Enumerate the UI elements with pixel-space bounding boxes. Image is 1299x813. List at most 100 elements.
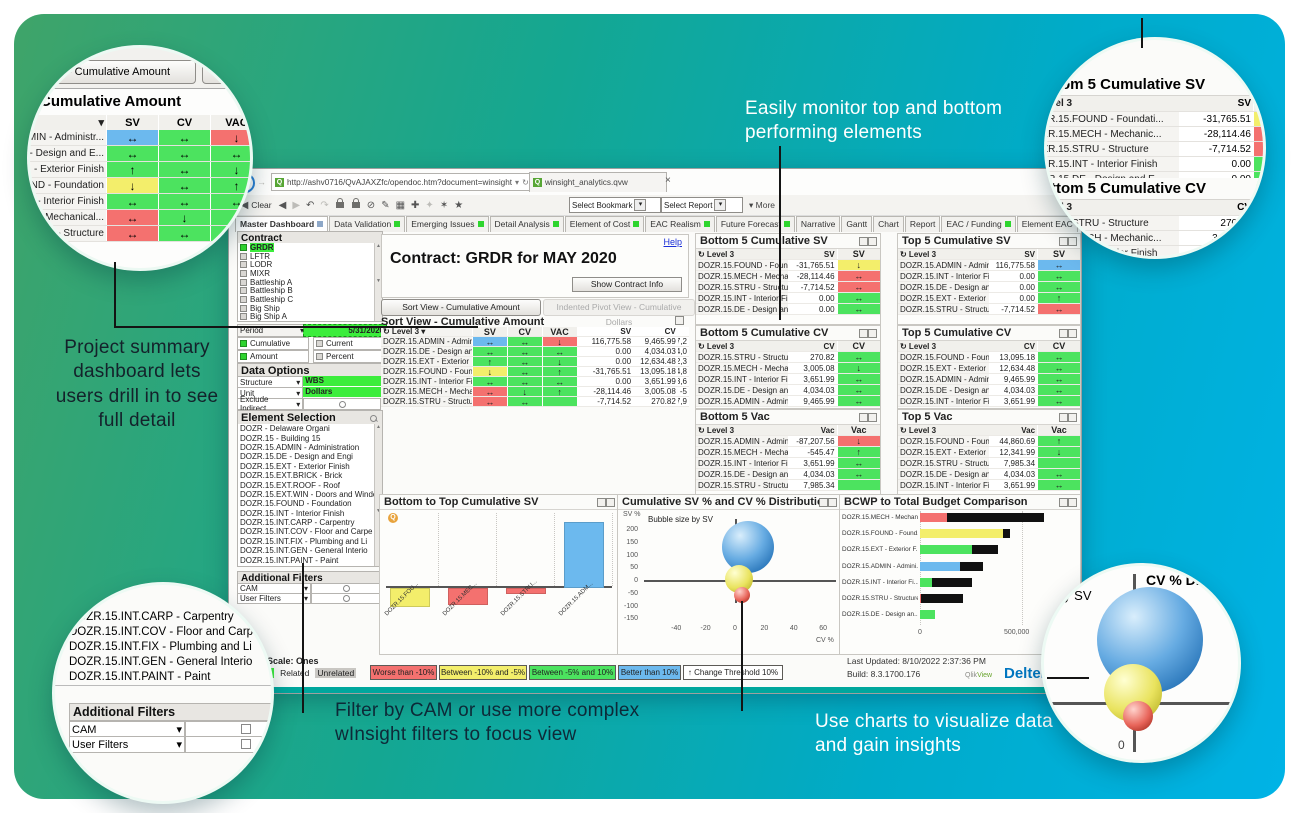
bcwp-bar[interactable] [920,545,973,555]
scrollbar[interactable]: ▲▼ [374,424,382,566]
browser-tab[interactable]: Q winsight_analytics.qvw [529,172,667,192]
element-label[interactable]: DOZR.15.INT.PAINT - Paint [69,671,211,683]
bar[interactable] [448,588,488,606]
export-icon[interactable] [859,413,868,422]
tab-master-dashboard[interactable]: Master Dashboard [235,216,329,232]
help-link[interactable]: Help [663,237,682,247]
tools-icon[interactable]: ✦ [425,199,434,211]
tab-narrative[interactable]: Narrative [795,216,841,232]
table-row[interactable]: DOZR.15.STRU - Structure ↔ ↔ -7,714.52 270.8… [381,397,689,407]
table-row[interactable]: - Interior Finish ↔ ↔ ↔ [30,194,250,210]
element-label[interactable]: DOZR.15.INT.FIX - Plumbing and Li [69,641,252,653]
table-row[interactable]: DOZR.15.STRU - Structure 7,985.34 [898,458,1080,469]
maximize-icon[interactable] [1068,498,1077,507]
checkbox-icon[interactable] [241,739,251,749]
element-label[interactable]: DOZR.15.INT.GEN - General Interio [69,656,253,668]
toggle-current[interactable]: Current [313,337,385,350]
tab-eac-realism[interactable]: EAC Realism [645,216,715,232]
filter-check-cell[interactable] [185,736,271,753]
tab-future-forecast[interactable]: Future Forecast [715,216,795,232]
table-row[interactable]: DOZR.15.STRU - Structure-7,714.52↔ [898,304,1080,315]
toggle-cumulative[interactable]: Cumulative [237,337,309,350]
table-row[interactable]: DOZR.15.ADMIN - Administ...116,775.58↔ [898,260,1080,271]
list-item[interactable]: DOZR.15.INT - Interior Finish [238,509,382,518]
list-item[interactable]: DOZR.15.EXT.WIN - Doors and Windo [238,490,382,499]
list-item[interactable]: MIXR [238,269,382,278]
bcwp-bar[interactable] [920,594,922,603]
bookmark-icon[interactable]: ★ [454,199,464,211]
tab-chart[interactable]: Chart [873,216,904,232]
search-icon[interactable] [370,414,377,422]
table-row[interactable]: DOZR.15.ADMIN - Administr↔↔↓116,775.589,… [381,337,689,347]
select-bookmark-dropdown[interactable]: Select Bookmark ▾ [569,197,661,213]
export-icon[interactable] [1059,413,1068,422]
redo-icon[interactable]: ↷ [320,199,329,211]
table-row[interactable]: DOZR.15.INT - Interior Fini...3,651.99↔ [898,396,1080,407]
maximize-icon[interactable] [828,498,837,507]
table-row[interactable]: DOZR.15.FOUND - Founda...13,095.18↔ [898,352,1080,363]
table-row[interactable]: DOZR.15.MECH - Mechanic...-545.47↑ [696,447,880,458]
undo-icon[interactable]: ↶ [306,199,315,211]
radio-icon[interactable] [338,401,346,408]
table-row[interactable]: IND - Foundation ↓ ↔ ↑ [30,178,250,194]
list-item[interactable]: DOZR.15.INT.FIX - Plumbing and Li [238,537,382,546]
tab-emerging-issues[interactable]: Emerging Issues [406,216,489,232]
data-option-value[interactable]: WBS [303,376,381,386]
budget-bar[interactable] [972,545,998,555]
table-row[interactable]: DOZR.15.EXT - Exterior Finish↑↔↓0.0012,6… [381,357,689,367]
bar[interactable] [390,588,430,608]
contract-list[interactable]: ▲ ▼ GRDR LFTR LODR MIXR Battleship A Battleshi… [237,243,383,322]
table-row[interactable]: MIN - Administr... ↔ ↔ ↓ [30,130,250,146]
legend-chip[interactable]: Between -10% and -5% [439,665,527,680]
maximize-icon[interactable] [1068,329,1077,338]
table-row[interactable]: DOZR.15.MECH - Mechanic...-28,114.46↔ [1047,127,1263,142]
table-row[interactable]: DOZR.15.MECH - Mechanical...↔↓↑-28,114.4… [381,387,689,397]
clear-button[interactable]: Clear [251,200,272,210]
list-item[interactable]: DOZR - Delaware Organi [238,424,382,433]
table-row[interactable]: DOZR.15.STRU - Structure-7,714.52↔ [1047,142,1263,157]
list-item[interactable]: Battleship A [238,278,382,287]
legend-chip[interactable]: Between -5% and 10% [529,665,616,680]
maximize-icon[interactable] [868,413,877,422]
toggle-amount[interactable]: Amount [237,350,309,363]
table-row[interactable]: i - Mechanical... ↔ ↓ ↑ [30,210,250,226]
list-item[interactable]: DOZR.15.DE - Design and Engi [238,452,382,461]
refresh-icon[interactable]: ↻ [522,178,529,187]
show-contract-info-button[interactable]: Show Contract Info [572,277,682,292]
list-item[interactable]: DOZR.15.EXT - Exterior Finish [238,462,382,471]
table-row[interactable]: DOZR.15.STRU - Structure 7,985.34 [696,480,880,491]
list-item[interactable]: Big Ship [238,304,382,313]
radio-icon[interactable] [342,595,350,602]
clear-selections-icon[interactable]: ⊘ [366,199,376,211]
export-icon[interactable] [819,498,828,507]
address-caret-icon[interactable]: ▾ [515,178,520,187]
table-row[interactable]: DOZR.15.ADMIN - Administ...-87,207.56↓ [696,436,880,447]
list-item[interactable]: GRDR [238,243,382,252]
bcwp-bar[interactable] [920,529,1003,539]
table-row[interactable]: DOZR.15.FOUND - Foundat...44,860.69↑ [898,436,1080,447]
data-option-value[interactable]: Dollars [303,387,381,397]
bcwp-bar[interactable] [920,610,936,620]
filter-dropdown[interactable]: User Filters ▾ [237,593,311,604]
checkbox-icon[interactable] [241,724,251,734]
filter-dropdown[interactable]: User Filters ▾ [69,736,185,753]
tab-report[interactable]: Report [904,216,941,232]
table-row[interactable]: DOZR.15.DE - Design and ...4,034.03↔ [898,469,1080,480]
element-label[interactable]: DOZR.15.INT.COV - Floor and Carpe [69,626,260,638]
list-item[interactable]: Battleship C [238,295,382,304]
maximize-icon[interactable] [1068,413,1077,422]
add-icon[interactable]: ✚ [411,199,420,211]
back-icon[interactable]: ◀ [278,199,287,211]
list-item[interactable]: LFTR [238,252,382,261]
chart-object-icon[interactable]: ▦ [395,199,406,211]
search-icon[interactable]: Q [388,513,398,523]
bubble-point[interactable] [722,521,775,574]
table-row[interactable]: DOZR.15.DE - Design and E...0.00↔ [696,304,880,315]
table-row[interactable]: DOZR.15.FOUND - Foundati...-31,765.51↓ [1047,112,1263,127]
table-row[interactable]: DOZR.15.STRU - Structure-7,714.52↔ [696,282,880,293]
